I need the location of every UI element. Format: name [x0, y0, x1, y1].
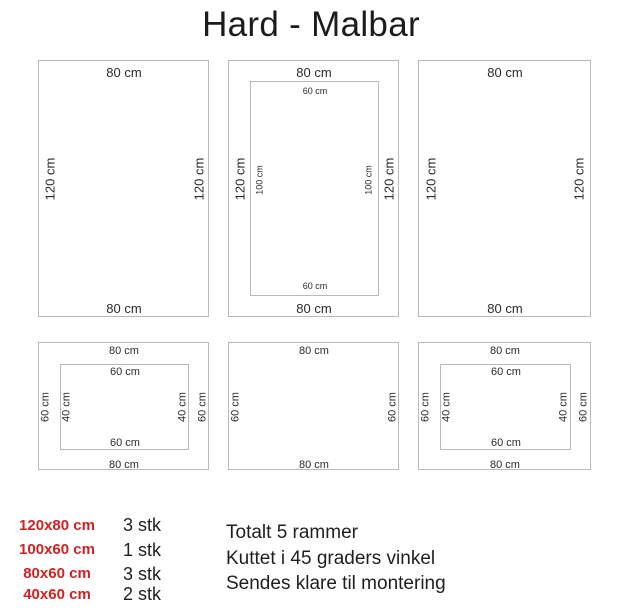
inner-bottom-label: 60 cm	[110, 437, 140, 449]
frame-top-label: 80 cm	[296, 65, 332, 80]
frame-inner-opening: 60 cm 60 cm 40 cm 40 cm	[440, 364, 571, 450]
inner-right-label: 100 cm	[363, 165, 374, 195]
page-title: Hard - Malbar	[202, 5, 420, 44]
frame-bottom-label: 80 cm	[299, 459, 329, 471]
frame-left-label: 120 cm	[423, 157, 439, 201]
order-summary: 120x80 cm 3 stk 100x60 cm 1 stk 80x60 cm…	[0, 514, 640, 615]
frame-top-label: 80 cm	[490, 345, 520, 357]
frame-bottom-label: 80 cm	[487, 301, 523, 316]
frame-large-1: 80 cm 80 cm 120 cm 120 cm	[38, 60, 209, 317]
frame-inner-opening: 60 cm 60 cm 100 cm 100 cm	[250, 81, 379, 296]
frame-right-label: 60 cm	[386, 392, 399, 422]
qty-item-4: 2 stk	[123, 584, 162, 604]
inner-bottom-label: 60 cm	[491, 437, 521, 449]
size-item-2: 100x60 cm	[19, 541, 95, 558]
inner-right-label: 40 cm	[557, 392, 570, 422]
size-item-4: 40x60 cm	[23, 586, 91, 603]
frame-large-2: 80 cm 80 cm 120 cm 120 cm 60 cm 60 cm 10…	[228, 60, 399, 317]
frame-left-label: 120 cm	[42, 157, 58, 201]
qty-item-1: 3 stk	[123, 515, 162, 535]
frame-right-label: 60 cm	[577, 392, 590, 422]
frame-bottom-label: 80 cm	[106, 301, 142, 316]
inner-left-label: 100 cm	[254, 165, 265, 195]
frame-left-label: 60 cm	[229, 392, 242, 422]
size-item-1: 120x80 cm	[19, 517, 95, 534]
inner-top-label: 60 cm	[491, 366, 521, 378]
note-cut: Kuttet i 45 graders vinkel	[226, 548, 436, 569]
frame-right-label: 120 cm	[571, 157, 587, 201]
frame-small-3: 80 cm 80 cm 60 cm 60 cm 60 cm 60 cm 40 c…	[418, 342, 591, 471]
inner-right-label: 40 cm	[176, 392, 189, 422]
inner-top-label: 60 cm	[302, 86, 328, 96]
note-shipping: Sendes klare til montering	[226, 573, 446, 594]
frame-top-label: 80 cm	[487, 65, 523, 80]
frame-bottom-label: 80 cm	[109, 459, 139, 471]
inner-left-label: 40 cm	[440, 392, 453, 422]
qty-item-2: 1 stk	[123, 540, 162, 560]
frame-left-label: 60 cm	[39, 392, 52, 422]
frame-left-label: 120 cm	[232, 157, 248, 201]
frame-bottom-label: 80 cm	[296, 301, 332, 316]
inner-bottom-label: 60 cm	[302, 281, 328, 291]
frame-right-label: 60 cm	[196, 392, 209, 422]
frame-top-label: 80 cm	[109, 345, 139, 357]
frame-right-label: 120 cm	[381, 157, 397, 201]
frame-top-label: 80 cm	[106, 65, 142, 80]
frame-inner-opening: 60 cm 60 cm 40 cm 40 cm	[60, 364, 189, 450]
note-total: Totalt 5 rammer	[226, 522, 358, 543]
inner-left-label: 40 cm	[60, 392, 73, 422]
frame-top-label: 80 cm	[299, 345, 329, 357]
frame-left-label: 60 cm	[419, 392, 432, 422]
size-item-3: 80x60 cm	[23, 565, 91, 582]
inner-top-label: 60 cm	[110, 366, 140, 378]
frame-small-1: 80 cm 80 cm 60 cm 60 cm 60 cm 60 cm 40 c…	[38, 342, 209, 471]
qty-item-3: 3 stk	[123, 564, 162, 584]
frame-small-2: 80 cm 80 cm 60 cm 60 cm	[228, 342, 399, 471]
frame-right-label: 120 cm	[191, 157, 207, 201]
frame-bottom-label: 80 cm	[490, 459, 520, 471]
frame-large-3: 80 cm 80 cm 120 cm 120 cm	[418, 60, 591, 317]
